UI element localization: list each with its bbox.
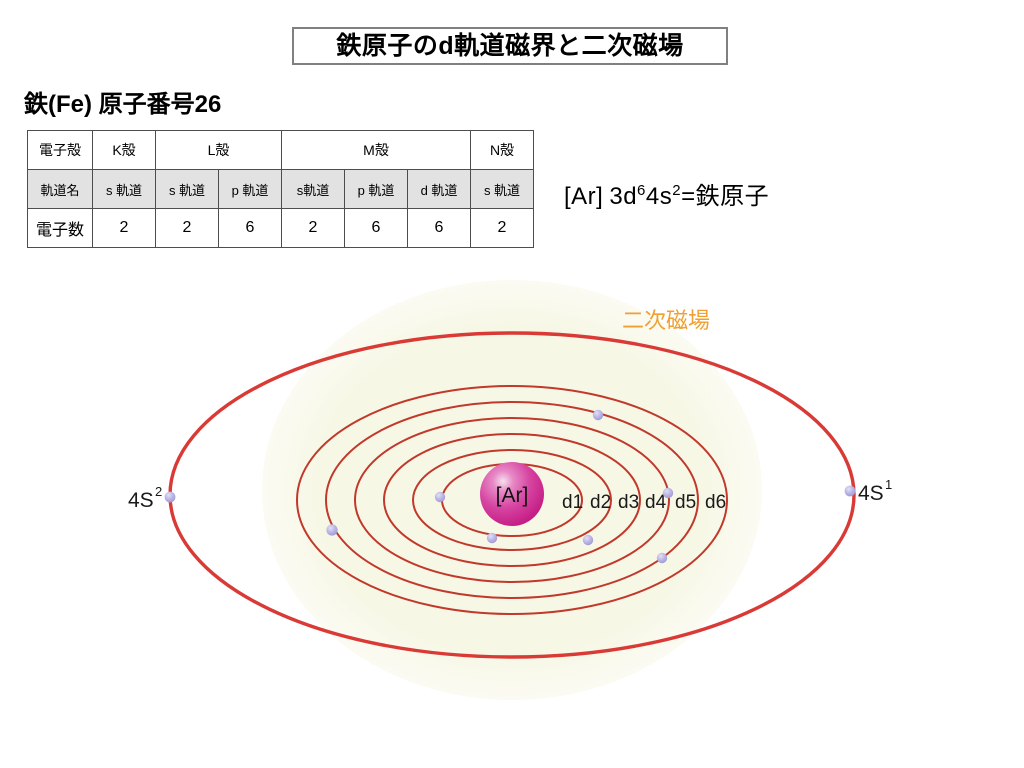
electron-shell-table: 電子殻 K殻 L殻 M殻 N殻 軌道名 s 軌道 s 軌道 p 軌道 s軌道 p… — [27, 130, 534, 248]
orbital-label-d1: d1 — [562, 492, 583, 513]
cell-orbital-5: p 軌道 — [344, 169, 408, 209]
cell-orbital-7: s 軌道 — [470, 169, 534, 209]
electron-dot — [434, 491, 446, 503]
cell-count-1: 2 — [92, 208, 156, 248]
formula-bracket: [Ar] — [564, 183, 604, 210]
orbital-label-d2: d2 — [590, 492, 611, 513]
formula-s-base: 4s — [645, 183, 673, 210]
table-row: 電子数 2 2 6 2 6 6 2 — [27, 208, 534, 248]
nucleus-label: [Ar] — [496, 484, 529, 507]
orbital-label-d3: d3 — [618, 492, 639, 513]
shell-label-4s2-base: 4S — [128, 489, 154, 512]
formula-suffix: =鉄原子 — [681, 183, 770, 210]
orbital-label-d5: d5 — [675, 492, 696, 513]
cell-orbital-1: s 軌道 — [92, 169, 156, 209]
nucleus-sphere — [480, 462, 544, 526]
electron-dot-4s-right — [844, 485, 856, 497]
page-title: 鉄原子のd軌道磁界と二次磁場 — [336, 31, 684, 60]
electron-dot — [656, 552, 668, 564]
cell-orbital-6: d 軌道 — [407, 169, 471, 209]
row-header-count: 電子数 — [27, 208, 93, 248]
cell-orbital-3: p 軌道 — [218, 169, 282, 209]
electron-dot — [486, 532, 498, 544]
table-row: 電子殻 K殻 L殻 M殻 N殻 — [27, 130, 534, 170]
electron-dot-4s-left — [164, 491, 176, 503]
cell-count-2: 2 — [155, 208, 219, 248]
shell-label-4s1-base: 4S — [858, 482, 884, 505]
cell-count-6: 6 — [407, 208, 471, 248]
electron-dot — [662, 487, 674, 499]
cell-shell-m: M殻 — [281, 130, 471, 170]
cell-shell-k: K殻 — [92, 130, 156, 170]
electron-configuration-formula: [Ar] 3d64s2=鉄原子 — [564, 176, 769, 211]
row-header-orbital: 軌道名 — [27, 169, 93, 209]
cell-orbital-4: s軌道 — [281, 169, 345, 209]
atom-diagram: 二次磁場 [Ar] d1 d2 d3 d4 d5 d6 4S 2 4S — [0, 250, 1024, 768]
formula-d-sup: 6 — [637, 182, 646, 199]
electron-dot — [582, 534, 594, 546]
orbital-ellipse-d2 — [412, 449, 612, 551]
cell-shell-n: N殻 — [470, 130, 534, 170]
orbital-labels: d1 d2 d3 d4 d5 d6 — [562, 492, 726, 513]
d-orbital-ellipses — [296, 385, 728, 615]
electron-dot — [326, 524, 338, 536]
row-header-shell: 電子殻 — [27, 130, 93, 170]
cell-count-5: 6 — [344, 208, 408, 248]
electron-dot — [592, 409, 604, 421]
shell-label-4s2-sup: 2 — [155, 484, 162, 499]
formula-s-sup: 2 — [672, 182, 682, 199]
cell-count-7: 2 — [470, 208, 534, 248]
table-row: 軌道名 s 軌道 s 軌道 p 軌道 s軌道 p 軌道 d 軌道 s 軌道 — [27, 169, 534, 209]
cell-count-3: 6 — [218, 208, 282, 248]
cell-count-4: 2 — [281, 208, 345, 248]
orbital-ellipse-d5 — [325, 401, 699, 599]
orbital-ellipse-d4 — [354, 417, 670, 583]
orbital-ellipse-d3 — [383, 433, 641, 567]
formula-d-base: 3d — [609, 183, 638, 210]
orbital-ellipse-d6 — [296, 385, 728, 615]
electrons — [326, 409, 674, 564]
shell-label-4s1-sup: 1 — [885, 477, 892, 492]
cell-orbital-2: s 軌道 — [155, 169, 219, 209]
subtitle-heading: 鉄(Fe) 原子番号26 — [24, 91, 222, 118]
cell-shell-l: L殻 — [155, 130, 282, 170]
secondary-field-label: 二次磁場 — [622, 308, 710, 333]
page-title-box: 鉄原子のd軌道磁界と二次磁場 — [292, 27, 728, 65]
outer-shell-labels: 4S 2 4S 1 — [128, 477, 892, 512]
orbital-label-d4: d4 — [645, 492, 667, 513]
orbital-label-d6: d6 — [705, 492, 726, 513]
